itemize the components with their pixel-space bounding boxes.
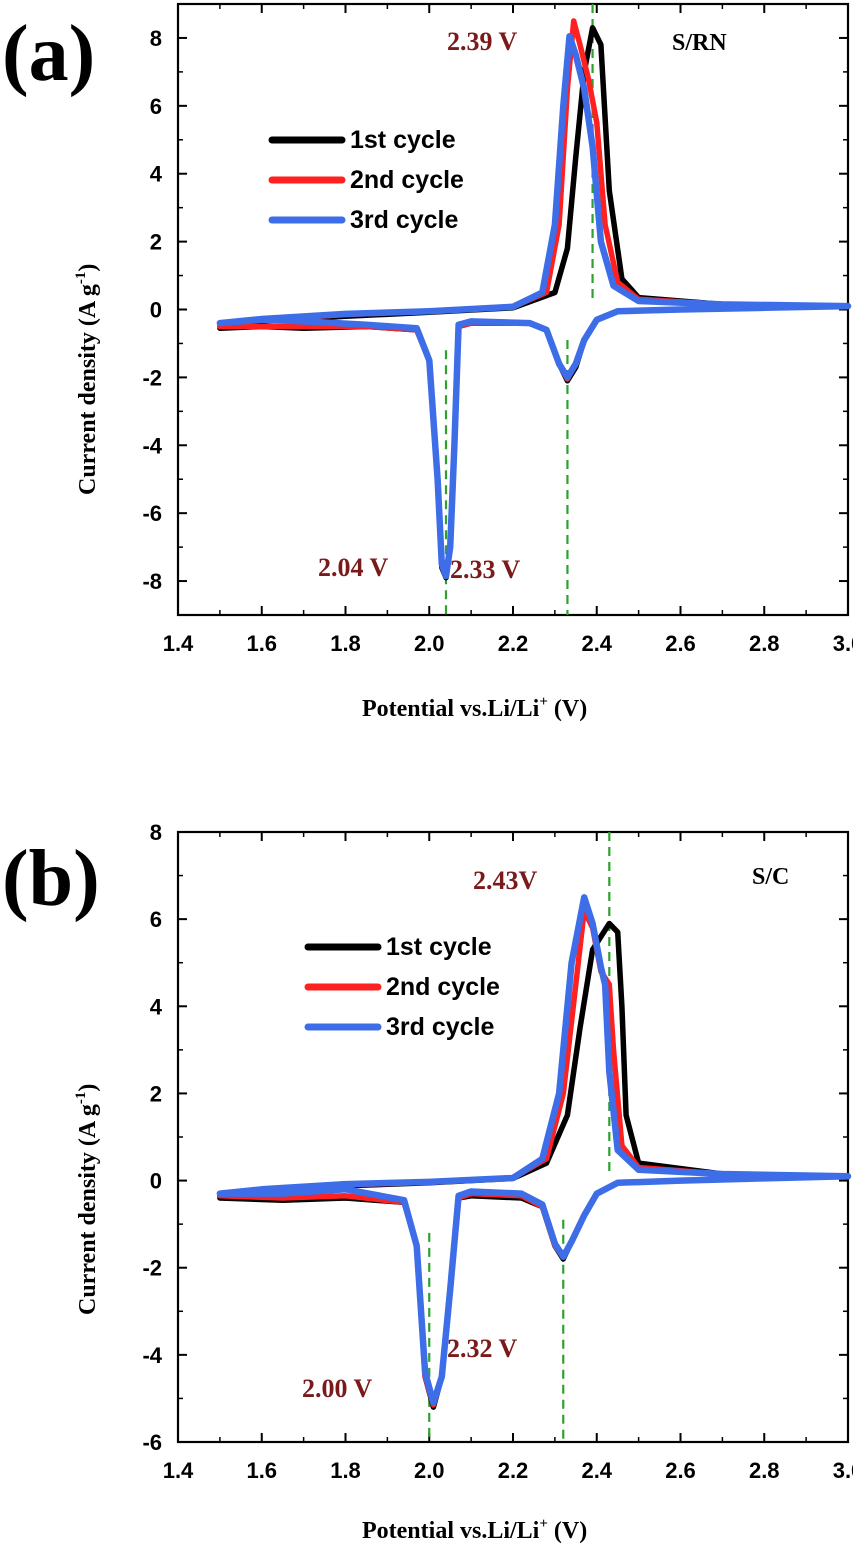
panel-a-ytick-label: 0 [150,298,162,323]
panel-b-xlabel: Potential vs.Li/Li+ (V) [362,1516,587,1544]
panel-a-label: (a) [2,10,95,98]
panel-a-ytick-label: 6 [150,94,162,119]
panel-b-ylabel: Current density (A g-1) [73,1084,101,1315]
panel-a-xtick-label: 1.8 [330,631,361,656]
panel-a-legend-label-3: 3rd cycle [350,206,459,234]
panel-b-ytick-label: 6 [150,907,162,932]
panel-b-annotation-cathodic-1: 2.00 V [302,1374,373,1403]
panel-b-ytick-label: 2 [150,1081,162,1106]
panel-b-xtick-label: 2.8 [749,1458,780,1483]
panel-b-xtick-label: 2.0 [414,1458,445,1483]
panel-a-xtick-label: 2.2 [498,631,529,656]
panel-b-xtick-label: 2.4 [581,1458,612,1483]
panel-a-annotation-cathodic-1: 2.04 V [318,553,389,582]
panel-a-annotation-cathodic-2: 2.33 V [450,555,521,584]
panel-a-ytick-label: 4 [150,162,163,187]
panel-a-ytick-label: -6 [142,501,162,526]
panel-a-ytick-label: -2 [142,365,162,390]
panel-b-ytick-label: 0 [150,1169,162,1194]
panel-b-annotation-cathodic-2: 2.32 V [447,1334,518,1363]
panel-b-ytick-label: 8 [150,820,162,845]
panel-b-legend-label-3: 3rd cycle [386,1013,495,1041]
panel-a-legend-label-1: 1st cycle [350,126,456,154]
panel-a-xtick-label: 2.8 [749,631,780,656]
panel-b-ytick-label: -6 [142,1430,162,1455]
panel-b-legend-label-2: 2nd cycle [386,973,500,1001]
panel-a-legend-label-2: 2nd cycle [350,166,464,194]
panel-b-ytick-label: -4 [142,1343,162,1368]
panel-b-xtick-label: 1.4 [163,1458,194,1483]
panel-a-xtick-label: 1.6 [246,631,277,656]
panel-b-xtick-label: 2.6 [665,1458,696,1483]
panel-a-series-line-3 [216,32,852,580]
panel-a-xtick-label: 2.6 [665,631,696,656]
panel-a-annotation-anodic: 2.39 V [447,27,518,56]
panel-b-xtick-label: 1.6 [246,1458,277,1483]
panel-a-ylabel: Current density (A g-1) [73,264,101,495]
panel-a-xlabel: Potential vs.Li/Li+ (V) [362,694,587,722]
panel-a-xtick-label: 1.4 [163,631,194,656]
panel-b-annotation-anodic: 2.43V [473,866,538,895]
panel-b-sample-label: S/C [752,864,789,890]
panel-a-xtick-label: 2.4 [581,631,612,656]
panel-b-xtick-label: 2.2 [498,1458,529,1483]
panel-a-ytick-label: 2 [150,230,162,255]
panel-a-ytick-label: -4 [142,433,162,458]
panel-a-ytick-label: -8 [142,569,162,594]
panel-a-xtick-label: 2.0 [414,631,445,656]
panel-b-xtick-label: 3.0 [833,1458,853,1483]
panel-a-xtick-label: 3.0 [833,631,853,656]
panel-a-ytick-label: 8 [150,26,162,51]
panel-b-xtick-label: 1.8 [330,1458,361,1483]
panel-b-legend-label-1: 1st cycle [386,933,492,961]
panel-b-label: (b) [2,835,100,923]
panel-b-ytick-label: -2 [142,1256,162,1281]
panel-a-sample-label: S/RN [672,30,727,56]
panel-b-series-line-3 [216,894,852,1407]
panel-b-ytick-label: 4 [150,994,163,1019]
